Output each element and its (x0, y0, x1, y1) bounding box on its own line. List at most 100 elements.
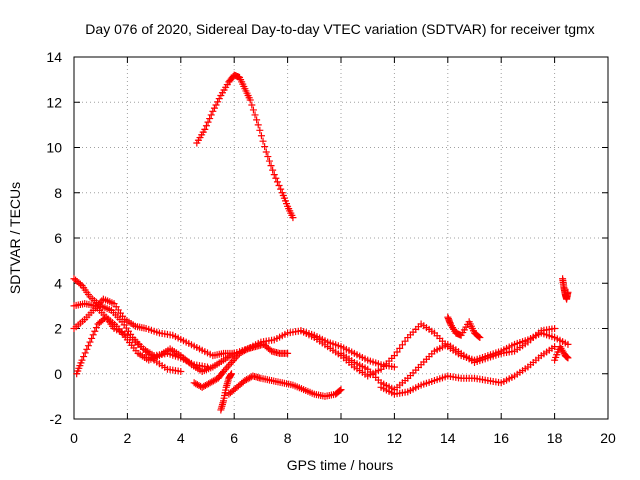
y-axis: -2 0 2 4 6 8 10 12 14 (46, 49, 608, 427)
data-point (289, 214, 297, 222)
series-track-c (70, 300, 238, 375)
data-point (207, 111, 215, 119)
series-track-i (337, 325, 559, 394)
y-tick-label: -2 (50, 411, 63, 427)
data-point (100, 315, 108, 323)
data-point (214, 98, 222, 106)
data-point (269, 166, 277, 174)
data-point (564, 354, 572, 362)
x-tick-label: 16 (493, 430, 509, 446)
data-point (248, 101, 256, 109)
data-point (259, 137, 267, 145)
y-tick-label: 10 (46, 140, 62, 156)
data-point (228, 370, 236, 378)
data-point (206, 115, 214, 123)
y-tick-label: 14 (46, 49, 62, 65)
data-point (551, 325, 559, 332)
data-point (177, 367, 185, 375)
data-point (80, 353, 88, 361)
grid-lines (74, 57, 608, 419)
data-point (564, 288, 572, 296)
series-track-e (190, 340, 292, 391)
x-axis-label: GPS time / hours (287, 457, 394, 473)
data-point (91, 327, 99, 335)
data-point (209, 107, 217, 115)
data-point (254, 121, 262, 129)
data-point (84, 342, 92, 350)
y-tick-label: 8 (54, 185, 62, 201)
data-point (204, 118, 212, 126)
data-point (476, 334, 484, 342)
data-point (226, 360, 234, 368)
data-point (261, 143, 269, 151)
x-tick-label: 8 (284, 430, 292, 446)
series-track-g (217, 370, 236, 414)
data-point (242, 346, 250, 354)
data-point (256, 126, 264, 134)
data-point (78, 356, 86, 364)
data-point (257, 132, 265, 140)
x-tick-label: 14 (440, 430, 456, 446)
data-point (88, 334, 96, 342)
series-track-m (551, 343, 572, 364)
data-point (202, 122, 210, 130)
data-point (475, 333, 483, 341)
series-track-j (377, 343, 559, 398)
x-axis: 0 2 4 6 8 10 12 14 16 18 20 (70, 57, 616, 446)
data-point (398, 341, 406, 349)
data-point (223, 364, 231, 372)
data-point (267, 162, 275, 170)
x-tick-label: 10 (333, 430, 349, 446)
data-point (81, 349, 89, 357)
chart-title: Day 076 of 2020, Sidereal Day-to-day VTE… (85, 21, 594, 37)
data-point (253, 116, 261, 124)
data-point (270, 171, 278, 179)
data-point (201, 125, 209, 133)
series-track-f (225, 372, 345, 400)
data-point (284, 349, 292, 357)
data-point (229, 357, 237, 365)
data-point (337, 386, 345, 394)
data-point (251, 111, 259, 119)
data-point (215, 95, 223, 103)
data-point (76, 280, 84, 288)
data-point (393, 348, 401, 356)
data-point (265, 157, 273, 165)
series-track-l (559, 275, 572, 303)
data-point (273, 178, 281, 186)
data-point (86, 338, 94, 346)
y-axis-label: SDTVAR / TECUs (7, 182, 23, 294)
data-point (390, 352, 398, 360)
data-point (277, 185, 285, 193)
data-points (70, 71, 572, 414)
data-point (83, 345, 91, 353)
data-point (264, 153, 272, 161)
y-tick-label: 0 (54, 366, 62, 382)
series-track-k (444, 313, 484, 342)
x-tick-label: 18 (547, 430, 563, 446)
y-tick-label: 12 (46, 94, 62, 110)
data-point (92, 324, 100, 332)
series-high-arc (193, 71, 297, 222)
data-point (275, 182, 283, 190)
data-point (564, 340, 572, 348)
y-tick-label: 2 (54, 321, 62, 337)
x-tick-label: 6 (230, 430, 238, 446)
y-tick-label: 4 (54, 275, 62, 291)
data-point (401, 337, 409, 345)
data-point (249, 106, 257, 114)
data-point (262, 148, 270, 156)
data-point (246, 96, 254, 104)
data-point (212, 101, 220, 109)
data-point (224, 362, 232, 370)
data-point (390, 363, 398, 371)
x-tick-label: 2 (124, 430, 132, 446)
data-point (336, 386, 344, 394)
x-tick-label: 0 (70, 430, 78, 446)
data-point (210, 104, 218, 112)
data-point (272, 174, 280, 182)
data-point (396, 344, 404, 352)
x-tick-label: 20 (600, 430, 616, 446)
x-tick-label: 12 (387, 430, 403, 446)
